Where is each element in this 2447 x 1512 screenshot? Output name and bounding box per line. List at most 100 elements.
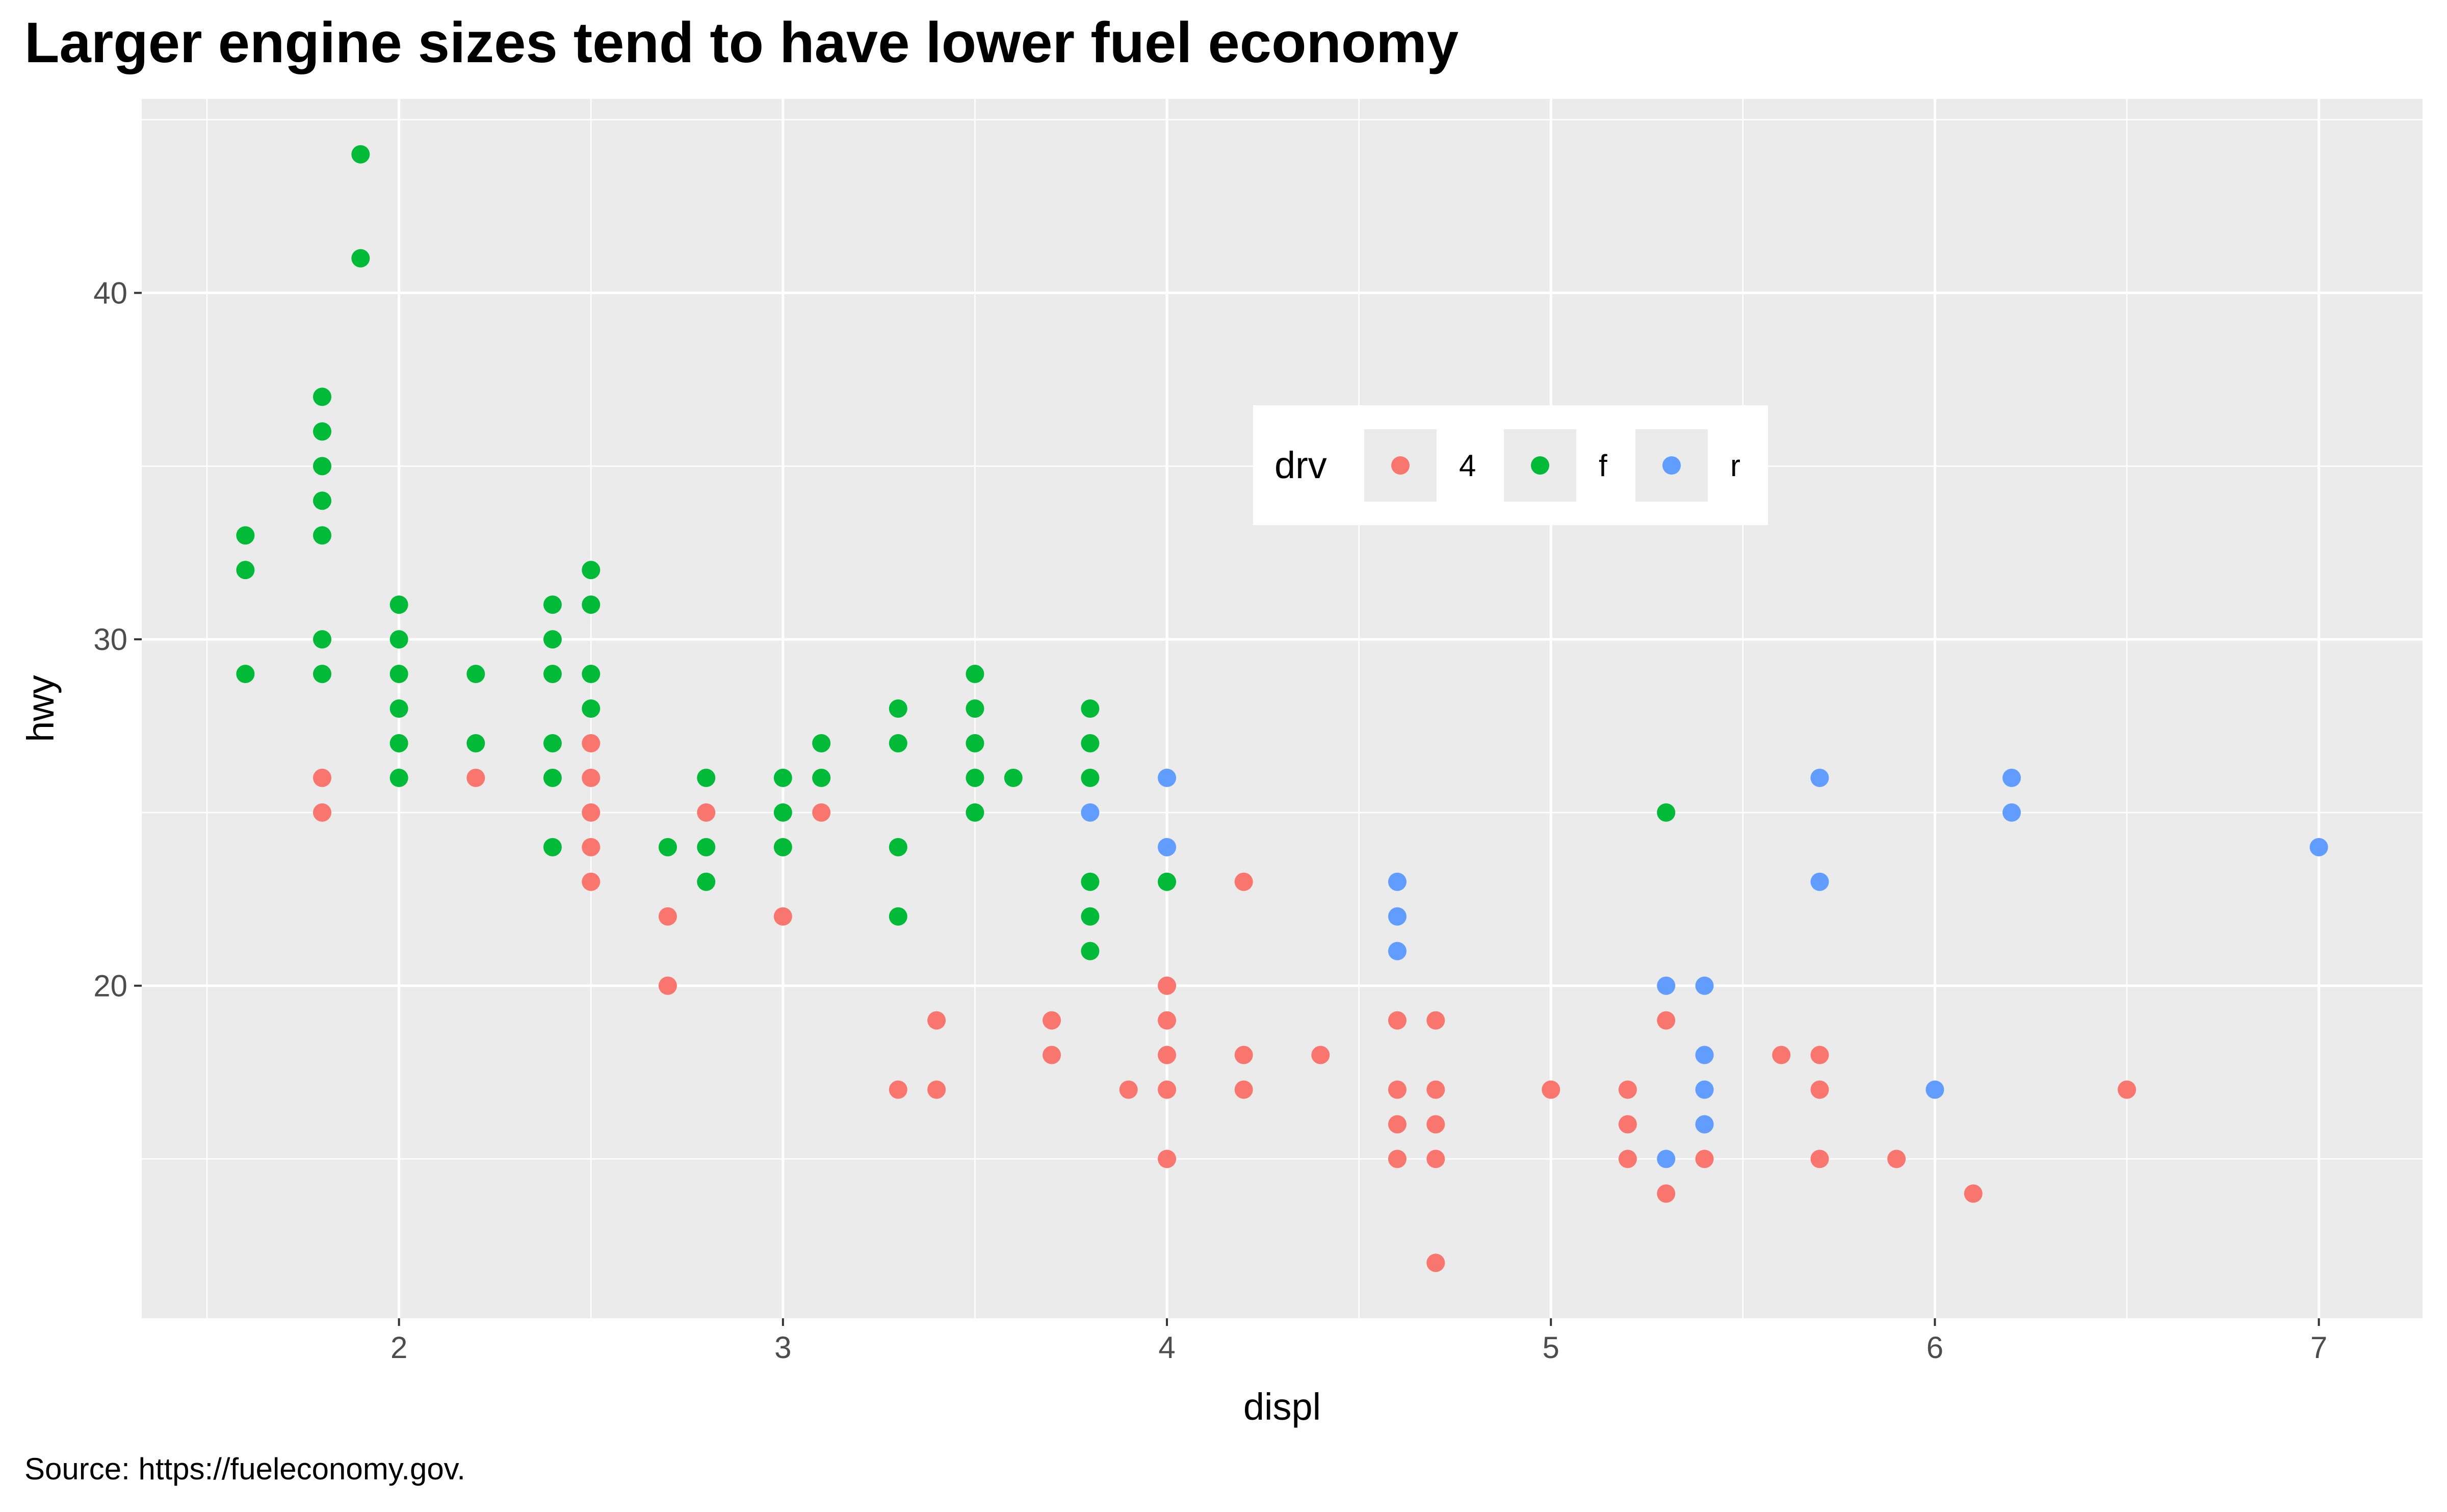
data-point-r (1695, 1080, 1714, 1099)
data-point-f (543, 595, 562, 614)
data-point-f (236, 561, 255, 580)
x-tick-label: 7 (2310, 1331, 2327, 1365)
data-point-r (1810, 872, 1829, 891)
data-point-f (966, 768, 984, 787)
data-point-f (313, 457, 332, 476)
data-point-f (543, 665, 562, 684)
data-point-f (1081, 699, 1100, 718)
data-point-f (389, 768, 408, 787)
data-point-f (389, 665, 408, 684)
data-point-f (351, 249, 370, 268)
data-point-4 (1388, 1011, 1407, 1030)
data-point-f (1158, 872, 1177, 891)
data-point-4 (927, 1011, 946, 1030)
data-point-f (966, 665, 984, 684)
y-tick-label: 40 (93, 276, 127, 310)
data-point-r (1388, 872, 1407, 891)
data-point-4 (1426, 1080, 1445, 1099)
data-point-4 (1657, 1184, 1676, 1203)
data-point-f (966, 803, 984, 822)
data-point-f (889, 699, 907, 718)
data-point-f (389, 630, 408, 649)
data-point-f (466, 665, 485, 684)
data-point-f (889, 838, 907, 856)
data-point-f (543, 838, 562, 856)
data-point-f (1081, 734, 1100, 752)
data-point-f (658, 838, 677, 856)
data-point-f (1004, 768, 1023, 787)
data-point-f (313, 630, 332, 649)
chart-title: Larger engine sizes tend to have lower f… (24, 11, 1459, 74)
data-point-4 (1043, 1046, 1061, 1064)
y-tick-label: 30 (93, 622, 127, 657)
data-point-r (1657, 976, 1676, 995)
data-point-4 (1311, 1046, 1330, 1064)
data-point-r (1158, 768, 1177, 787)
data-point-4 (1234, 1080, 1253, 1099)
data-point-f (1081, 872, 1100, 891)
data-point-f (582, 665, 601, 684)
data-point-4 (812, 803, 831, 822)
data-point-4 (1158, 1080, 1177, 1099)
data-point-f (889, 907, 907, 926)
data-point-f (812, 768, 831, 787)
data-point-4 (658, 907, 677, 926)
data-point-f (582, 699, 601, 718)
data-point-f (773, 803, 792, 822)
legend-title: drv (1274, 444, 1327, 486)
data-point-4 (697, 803, 716, 822)
data-point-f (351, 145, 370, 164)
data-point-f (389, 595, 408, 614)
data-point-f (313, 491, 332, 510)
data-point-4 (582, 734, 601, 752)
data-point-4 (582, 872, 601, 891)
y-tick-label: 20 (93, 969, 127, 1003)
data-point-4 (1119, 1080, 1138, 1099)
major-gridlines (142, 99, 2423, 1318)
data-point-f (1081, 942, 1100, 960)
data-point-f (313, 422, 332, 441)
data-point-4 (1043, 1011, 1061, 1030)
data-point-f (697, 872, 716, 891)
legend-label-f: f (1599, 449, 1607, 483)
data-point-4 (1234, 872, 1253, 891)
data-point-4 (1618, 1150, 1637, 1168)
legend-swatch-r (1662, 456, 1681, 475)
data-point-4 (1772, 1046, 1791, 1064)
data-point-r (1925, 1080, 1944, 1099)
data-point-4 (313, 768, 332, 787)
data-point-4 (658, 976, 677, 995)
data-point-4 (582, 803, 601, 822)
data-point-r (1081, 803, 1100, 822)
data-point-f (582, 595, 601, 614)
data-point-4 (889, 1080, 907, 1099)
data-point-f (313, 387, 332, 406)
y-axis-title: hwy (19, 675, 62, 742)
x-tick-label: 4 (1158, 1331, 1175, 1365)
x-tick-label: 3 (774, 1331, 791, 1365)
data-point-f (1081, 907, 1100, 926)
data-point-f (236, 665, 255, 684)
data-point-r (1695, 976, 1714, 995)
data-point-4 (1695, 1150, 1714, 1168)
data-point-r (1388, 942, 1407, 960)
data-point-f (697, 768, 716, 787)
data-point-4 (1887, 1150, 1906, 1168)
data-point-4 (1426, 1011, 1445, 1030)
data-point-f (1081, 768, 1100, 787)
data-point-4 (1426, 1254, 1445, 1272)
legend-keys: 4 f r (1364, 429, 1740, 502)
data-point-f (812, 734, 831, 752)
data-point-4 (927, 1080, 946, 1099)
data-point-f (966, 734, 984, 752)
data-point-r (1695, 1115, 1714, 1134)
x-axis-title: displ (1243, 1386, 1321, 1428)
data-point-4 (1158, 1011, 1177, 1030)
data-point-r (1695, 1046, 1714, 1064)
x-tick-label: 5 (1543, 1331, 1559, 1365)
data-point-f (773, 768, 792, 787)
data-points (236, 145, 2328, 1272)
data-point-4 (1657, 1011, 1676, 1030)
y-axis: 20 30 40 (93, 276, 142, 1003)
